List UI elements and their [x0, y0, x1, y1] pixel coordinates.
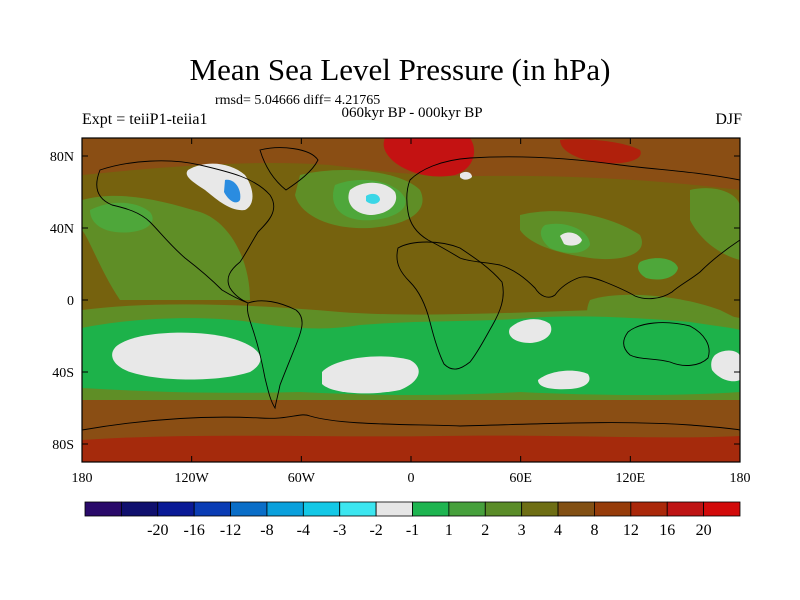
field-region [690, 188, 740, 260]
colorbar-label: -12 [220, 522, 241, 539]
field-region [711, 350, 740, 382]
field-region [560, 139, 641, 164]
colorbar-label: 4 [554, 522, 562, 539]
colorbar-label: -3 [333, 522, 346, 539]
field-region [383, 138, 475, 177]
lon-tick-label: 60W [288, 471, 316, 486]
period-label: 060kyr BP - 000kyr BP [341, 105, 483, 121]
lat-tick-label: 0 [67, 294, 74, 309]
colorbar-label: 20 [696, 522, 712, 539]
colorbar-label: -20 [147, 522, 168, 539]
coast-africa [396, 241, 504, 370]
experiment-label: Expt = teiiP1-teiia1 [82, 111, 208, 128]
lat-tick-label: 80S [52, 438, 74, 453]
colorbar-swatch [412, 501, 450, 517]
colorbar-swatch [521, 501, 559, 517]
colorbar-label: 3 [518, 522, 526, 539]
colorbar-label: 12 [623, 522, 639, 539]
colorbar-swatch [375, 501, 413, 517]
axis-ticks [81, 138, 741, 462]
colorbar-label: 8 [590, 522, 598, 539]
colorbar-swatch [84, 501, 122, 517]
field-region [560, 232, 582, 246]
colorbar-label: -2 [369, 522, 382, 539]
map-field [82, 138, 740, 462]
field-region [90, 202, 153, 233]
lon-tick-label: 180 [730, 471, 751, 486]
season-label: DJF [715, 111, 742, 128]
colorbar-swatch [594, 501, 632, 517]
lat-tick-label: 80N [50, 150, 74, 165]
field-region [638, 258, 678, 280]
coast-eurasia [406, 156, 740, 300]
colorbar-swatch [230, 501, 268, 517]
axis-labels: 180 120W 60W 0 60E 120E 180 80N 40N 0 40S 80S [50, 150, 751, 486]
field-region [509, 319, 552, 343]
colorbar-swatch [266, 501, 304, 517]
lon-tick-label: 120W [175, 471, 210, 486]
colorbar-label: -4 [297, 522, 310, 539]
coast-antarctica [82, 414, 740, 431]
coast-south-america [246, 300, 303, 410]
colorbar-swatch [666, 501, 705, 517]
stats-label: rmsd= 5.04666 diff= 4.21765 [215, 93, 381, 108]
field-region [112, 332, 261, 380]
coast-greenland [259, 147, 319, 191]
colorbar-swatch [120, 501, 159, 517]
lat-tick-label: 40S [52, 366, 74, 381]
field-region [538, 370, 590, 390]
colorbar-swatch [557, 501, 595, 517]
field-region [366, 193, 380, 204]
map-title: Mean Sea Level Pressure (in hPa) [189, 52, 611, 87]
field-region [460, 171, 472, 180]
colorbar-swatch [703, 501, 741, 517]
coast-north-america [96, 160, 275, 304]
field-region [224, 179, 241, 203]
colorbar-label: 2 [481, 522, 489, 539]
field-region [322, 356, 419, 394]
colorbar-label: 16 [659, 522, 675, 539]
colorbar-label: -1 [406, 522, 419, 539]
colorbar-swatch [448, 501, 486, 517]
colorbar-swatch [302, 501, 341, 517]
colorbar-swatch [630, 501, 668, 517]
lat-tick-label: 40N [50, 222, 74, 237]
coast-australia [623, 322, 710, 366]
colorbar-swatch [157, 501, 195, 517]
colorbar-swatch [484, 501, 523, 517]
colorbar-label: -8 [260, 522, 273, 539]
lon-tick-label: 120E [616, 471, 646, 486]
colorbar-label: 1 [445, 522, 453, 539]
lon-tick-label: 0 [408, 471, 415, 486]
colorbar [84, 501, 741, 517]
colorbar-swatch [339, 501, 377, 517]
coastlines [82, 147, 740, 431]
lon-tick-label: 60E [509, 471, 532, 486]
colorbar-labels: -20 -16 -12 -8 -4 -3 -2 -1 1 2 3 4 8 12 16 20 [147, 522, 711, 539]
lon-tick-label: 180 [72, 471, 93, 486]
field-region [82, 435, 740, 462]
colorbar-label: -16 [184, 522, 205, 539]
colorbar-swatch [193, 501, 231, 517]
